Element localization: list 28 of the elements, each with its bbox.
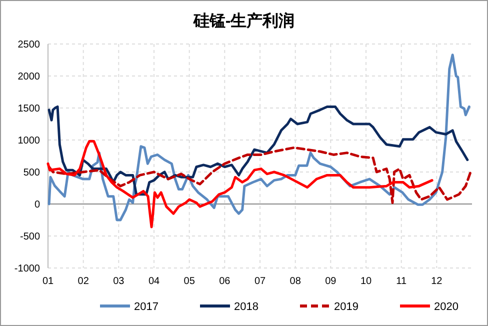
x-tick-label: 12 [431, 276, 443, 287]
legend-label: 2020 [434, 300, 458, 313]
legend-label: 2017 [134, 300, 158, 313]
x-tick-label: 03 [113, 276, 125, 287]
y-tick-label: 2500 [18, 40, 40, 50]
x-tick-label: 07 [254, 276, 266, 287]
x-tick-label: 04 [148, 276, 160, 287]
y-tick-label: -1000 [14, 264, 40, 274]
legend-label: 2019 [334, 300, 358, 313]
line-series [48, 146, 472, 204]
y-tick-label: 2000 [18, 72, 40, 82]
x-tick-label: 05 [184, 276, 196, 287]
line-series [48, 105, 469, 196]
y-tick-label: 0 [34, 200, 40, 210]
chart-title: 硅锰-生产利润 [192, 12, 295, 30]
x-tick-label: 01 [42, 276, 54, 287]
x-tick-label: 09 [325, 276, 337, 287]
x-tick-label: 02 [78, 276, 90, 287]
x-tick-label: 11 [396, 276, 407, 287]
y-tick-label: 500 [23, 168, 40, 178]
legend-label: 2018 [234, 300, 258, 313]
x-tick-label: 10 [360, 276, 372, 287]
x-tick-label: 08 [290, 276, 302, 287]
y-tick-label: 1000 [18, 136, 40, 146]
y-tick-label: 1500 [18, 104, 40, 114]
line-series [46, 140, 434, 228]
y-tick-label: -500 [20, 232, 40, 242]
x-tick-label: 06 [219, 276, 231, 287]
